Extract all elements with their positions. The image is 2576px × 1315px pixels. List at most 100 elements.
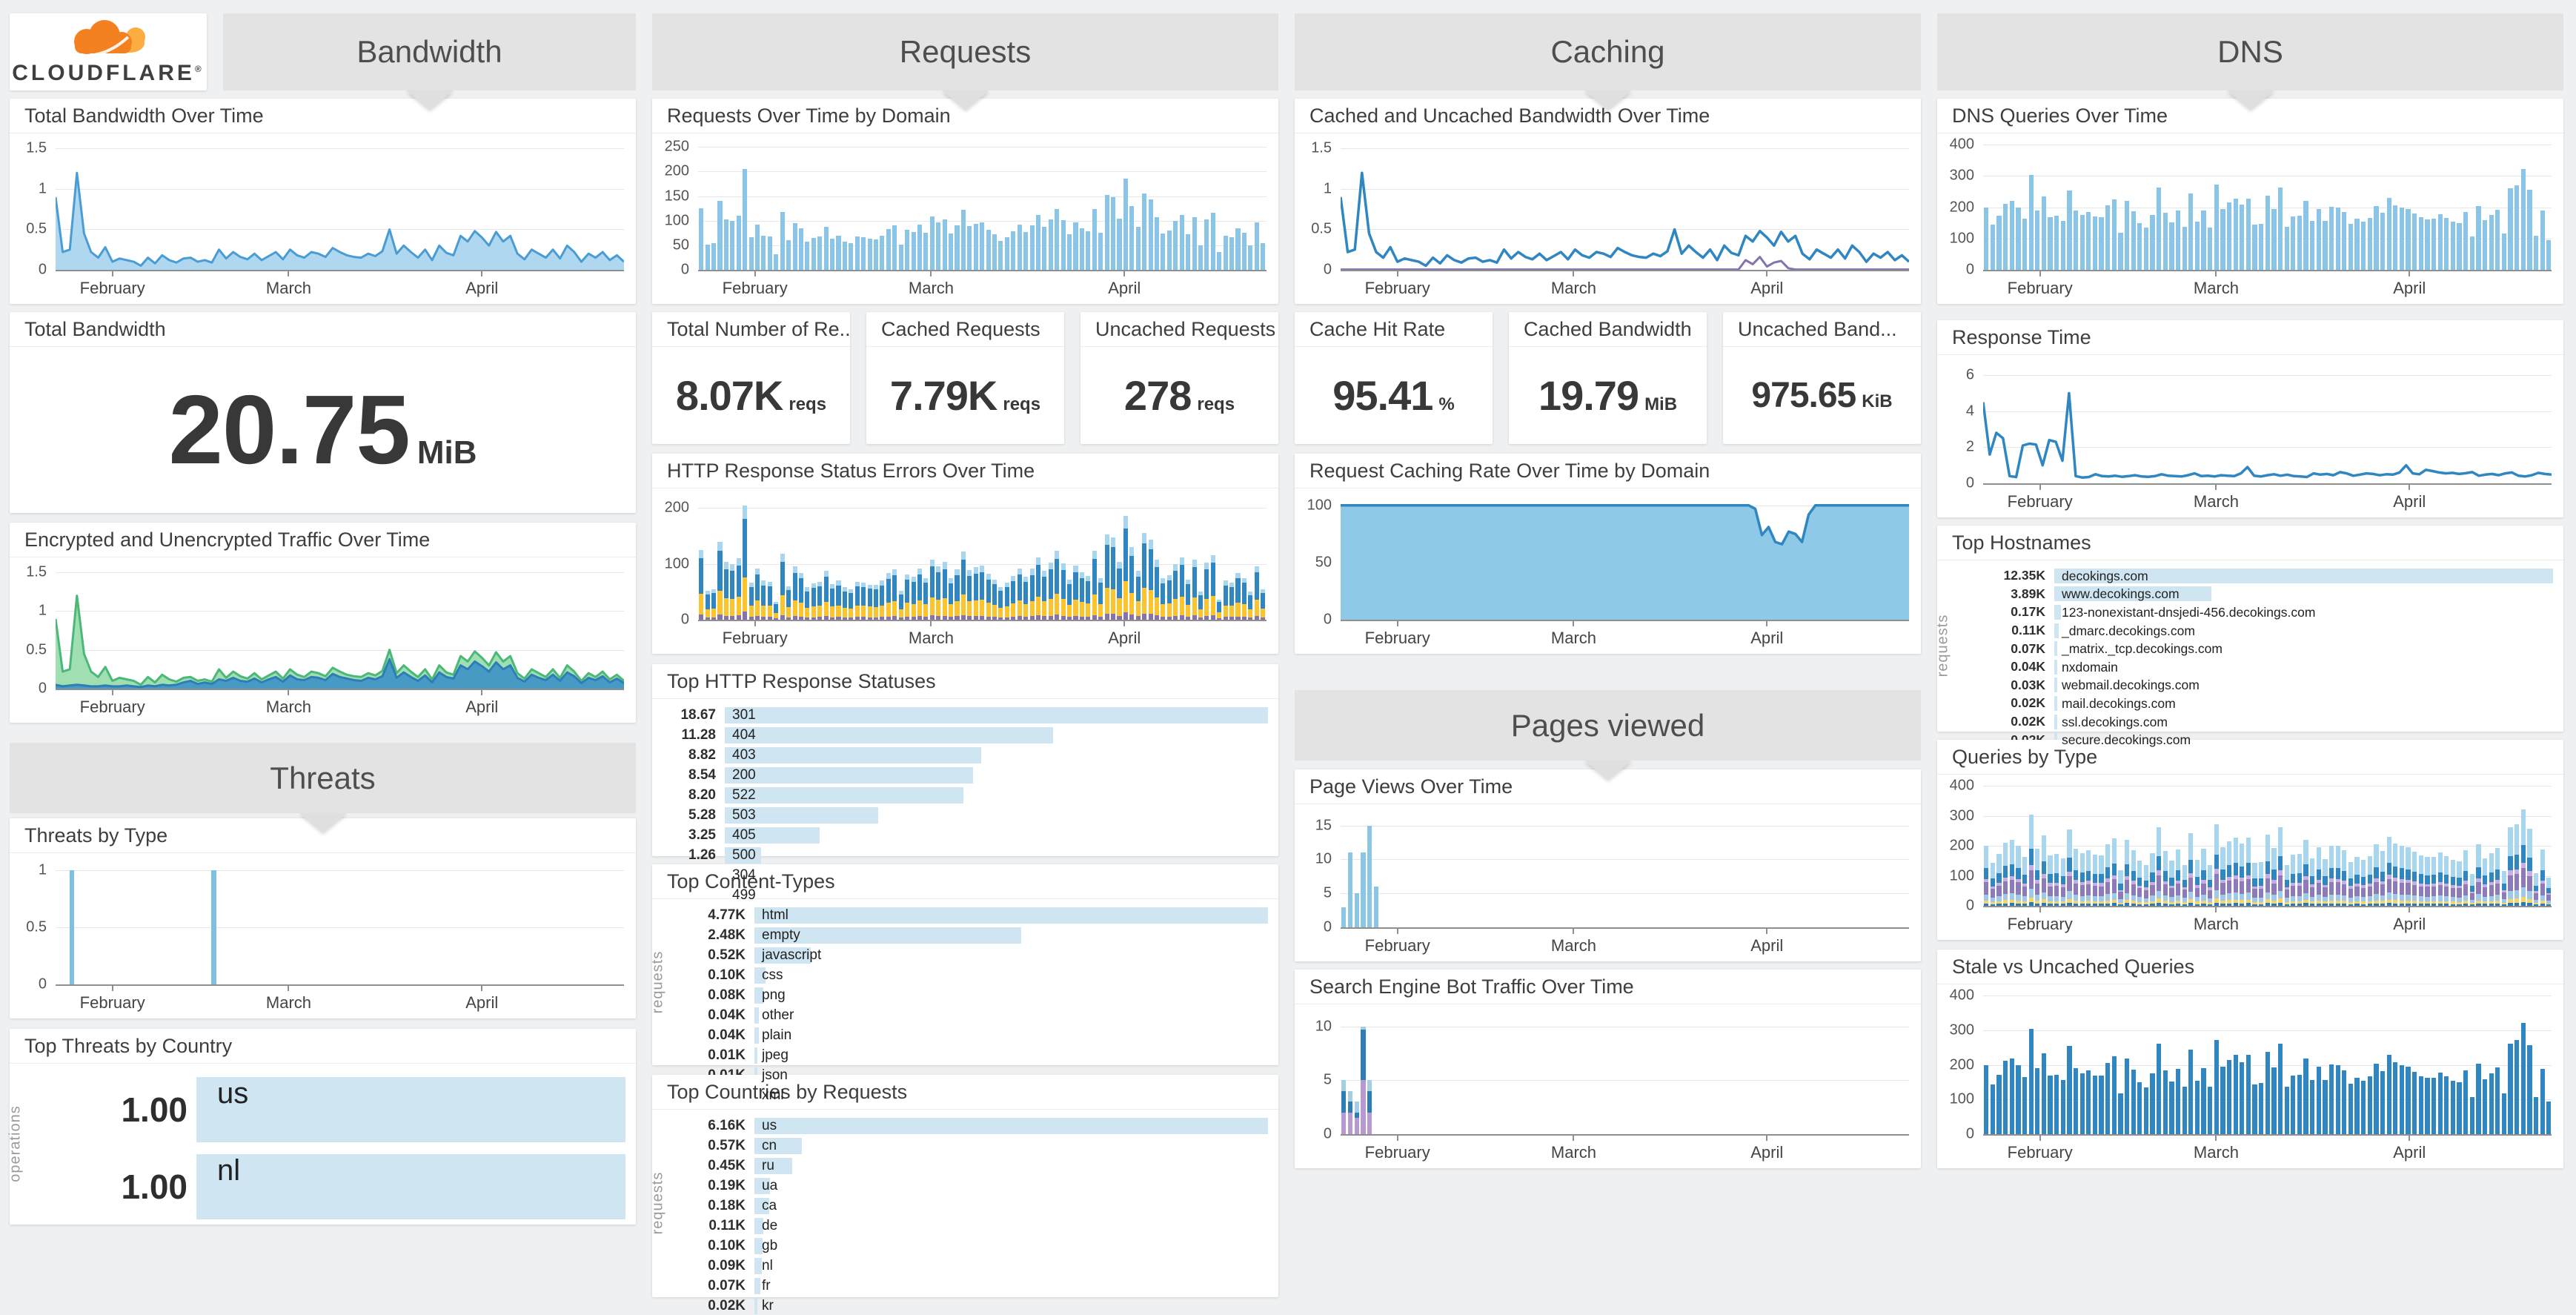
bar (2137, 1082, 2142, 1134)
list-item[interactable]: 0.07K _matrix._tcp.decokings.com (1974, 640, 2553, 658)
card-title: Total Bandwidth Over Time (10, 99, 636, 133)
list-item[interactable]: 0.11K de (689, 1216, 1268, 1235)
stacked-bar-series[interactable] (1983, 786, 2552, 906)
list-item[interactable]: 12.35K decokings.com (1974, 567, 2553, 585)
list-item[interactable]: 0.03K webmail.decokings.com (1974, 677, 2553, 695)
list-item-bar (2054, 623, 2059, 638)
list-item-bar (754, 947, 811, 964)
section-header-threats: Threats (10, 743, 636, 832)
list-item[interactable]: 0.04K nxdomain (1974, 658, 2553, 676)
chart-http-errors[interactable]: 0 100 200 February March April (652, 488, 1278, 654)
list-item[interactable]: 0.07K fr (689, 1276, 1268, 1295)
section-notch (299, 813, 347, 832)
x-tick-label-month: April (1108, 629, 1141, 647)
bar (861, 236, 866, 270)
section-notch (1584, 761, 1632, 780)
list-item[interactable]: 0.09K nl (689, 1256, 1268, 1275)
list-item[interactable]: 2.48K empty (689, 926, 1268, 944)
list-item-label: decokings.com (2062, 568, 2148, 583)
chart-search-bot-traffic[interactable]: 0 5 10 February March April (1295, 1004, 1921, 1168)
list-item[interactable]: 0.11K _dmarc.decokings.com (1974, 622, 2553, 640)
list-item[interactable]: 3.25 405 (660, 826, 1268, 844)
list-item[interactable]: 18.67 301 (660, 706, 1268, 724)
stacked-bar (1464, 1016, 1469, 1134)
y-tick-label: 4 (1965, 403, 1974, 420)
list-item[interactable]: 5.28 503 (660, 806, 1268, 824)
list-item[interactable]: 0.52K javascript (689, 946, 1268, 964)
bar (1086, 231, 1091, 270)
bar-series[interactable] (698, 145, 1267, 270)
list-item[interactable]: 0.10K gb (689, 1236, 1268, 1255)
chart-dns-queries[interactable]: 0 100 200 300 400 February March April (1937, 133, 2563, 304)
stacked-bar-series[interactable] (698, 500, 1267, 620)
list-item[interactable]: 0.01K jpeg (689, 1046, 1268, 1064)
list-item-label: json (762, 1067, 788, 1083)
stacked-bar (2425, 786, 2430, 906)
list-item[interactable]: 8.82 403 (660, 746, 1268, 764)
chart-response-time[interactable]: 0 2 4 6 February March April (1937, 354, 2563, 517)
chart-total-bandwidth-over-time[interactable]: 0 0.5 1 1.5 February March April (10, 133, 636, 304)
list-item[interactable]: 8.20 522 (660, 786, 1268, 804)
list-item[interactable]: 3.89K www.decokings.com (1974, 586, 2553, 603)
list-item[interactable]: 0.18K ca (689, 1196, 1268, 1215)
bar (2495, 209, 2500, 270)
chart-encrypted-traffic[interactable]: 0 0.5 1 1.5 February March April (10, 557, 636, 723)
bar-series[interactable] (1983, 996, 2552, 1134)
stacked-bar-series[interactable] (1341, 1016, 1909, 1134)
chart-threats-by-type[interactable]: 0 0.5 1 February March April (10, 852, 636, 1018)
chart-requests-over-time[interactable]: 0 50 100 150 200 250 February March April (652, 133, 1278, 304)
list-item-label: de (762, 1217, 778, 1233)
bar (2252, 225, 2257, 270)
list-item-value: 0.01K (708, 1047, 746, 1063)
list-item[interactable]: 8.54 200 (660, 766, 1268, 784)
section-title: Requests (899, 34, 1032, 69)
x-axis-tick (2215, 906, 2217, 912)
chart-cached-uncached-bandwidth[interactable]: 0 0.5 1 1.5 February March April (1295, 133, 1921, 304)
stacked-bar (2143, 786, 2149, 906)
list-item[interactable]: 4.77K html (689, 906, 1268, 924)
list-item[interactable]: 1.00 us (47, 1076, 625, 1143)
list-item[interactable]: 11.28 404 (660, 726, 1268, 744)
list-item[interactable]: 0.10K css (689, 966, 1268, 984)
list-item[interactable]: 0.04K other (689, 1006, 1268, 1024)
chart-request-caching-rate[interactable]: 0 50 100 February March April (1295, 488, 1921, 654)
list-item[interactable]: 0.02K kr (689, 1296, 1268, 1315)
stacked-bar (1198, 500, 1203, 620)
list-item[interactable]: 0.08K png (689, 986, 1268, 1004)
y-tick-label: 100 (664, 555, 689, 572)
list-item[interactable]: 0.45K ru (689, 1156, 1268, 1175)
bar (1996, 216, 2002, 270)
list-item[interactable]: 1.00 nl (47, 1153, 625, 1220)
card-title: Stale vs Uncached Queries (1937, 950, 2563, 984)
list-item[interactable]: 1.26 500 (660, 846, 1268, 864)
chart-queries-by-type[interactable]: 0 100 200 300 400 February March April (1937, 774, 2563, 940)
bar (2489, 1073, 2494, 1134)
bar-series[interactable] (56, 864, 624, 984)
list-item[interactable]: 6.16K us (689, 1116, 1268, 1135)
stacked-bar (2335, 786, 2340, 906)
bar-series[interactable] (1341, 815, 1909, 927)
gridline (1341, 893, 1909, 895)
bar (2412, 1071, 2417, 1134)
stacked-bar (867, 500, 872, 620)
stacked-bar (1904, 1016, 1908, 1134)
list-item[interactable]: 0.04K plain (689, 1026, 1268, 1044)
list-item[interactable]: 0.17K 123-nonexistant-dnsjedi-456.decokin… (1974, 603, 2553, 621)
bar (1204, 219, 1209, 270)
stacked-bar (1574, 1016, 1579, 1134)
bar-series[interactable] (1983, 145, 2552, 270)
chart-stale-uncached-queries[interactable]: 0 100 200 300 400 February March April (1937, 984, 2563, 1168)
bar (1073, 222, 1078, 270)
bar (2111, 1056, 2117, 1134)
bar (2437, 1072, 2443, 1134)
list-item[interactable]: 0.02K mail.decokings.com (1974, 695, 2553, 712)
list-item[interactable]: 0.19K ua (689, 1176, 1268, 1195)
list-item[interactable]: 0.02K ssl.decokings.com (1974, 713, 2553, 731)
stacked-bar (1374, 1016, 1378, 1134)
stacked-bar (1658, 1016, 1662, 1134)
stacked-bar (2328, 786, 2334, 906)
bar (949, 233, 954, 270)
x-axis-tick (481, 270, 483, 276)
list-item[interactable]: 0.57K cn (689, 1136, 1268, 1155)
chart-page-views[interactable]: 0 5 10 15 February March April (1295, 804, 1921, 961)
